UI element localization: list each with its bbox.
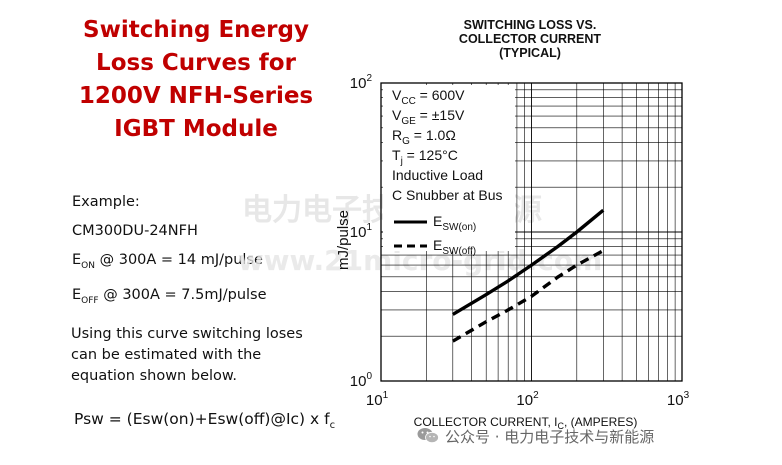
eon-example: EON @ 300A = 14 mJ/pulse (72, 246, 267, 281)
chart-title-line: SWITCHING LOSS VS. (463, 18, 597, 32)
power-equation: Psw = (Esw(on)+Esw(off)@Ic) x fc (74, 410, 335, 431)
legend-label: ESW(on) (433, 213, 476, 233)
y-tick-label: 100 (350, 371, 373, 390)
eoff-symbol: E (72, 286, 82, 303)
condition-text: VGE = ±15V (392, 107, 465, 127)
x-tick-label: 101 (366, 390, 389, 409)
explanation-text: Using this curve switching loses can be … (71, 326, 303, 384)
condition-text: Inductive Load (392, 167, 483, 183)
eoff-example: EOFF @ 300A = 7.5mJ/pulse (72, 281, 267, 316)
chart-title-line: (TYPICAL) (499, 46, 561, 60)
example-part-number: CM300DU-24NFH (72, 223, 198, 239)
x-axis-label: COLLECTOR CURRENT, IC, (AMPERES) (414, 415, 638, 431)
slide-title-line: 1200V NFH-Series (78, 83, 314, 109)
series-line (451, 208, 605, 316)
example-label: Example: (72, 194, 140, 210)
slide-title-line: Loss Curves for (96, 50, 296, 76)
eoff-value: @ 300A = 7.5mJ/pulse (98, 286, 267, 303)
y-tick-label: 101 (350, 222, 373, 241)
condition-text: RG = 1.0Ω (392, 127, 456, 147)
wechat-icon (417, 428, 439, 444)
equation-main: Psw = (Esw(on)+Esw(off)@Ic) x f (74, 410, 330, 428)
slide-title-line: IGBT Module (114, 116, 278, 142)
eon-symbol: E (72, 252, 82, 268)
y-axis-label: mJ/pulse (335, 210, 352, 270)
example-block: Example: CM300DU-24NFH EON @ 300A = 14 m… (72, 188, 267, 316)
slide-title: Switching Energy Loss Curves for 1200V N… (60, 14, 332, 146)
legend-label: ESW(off) (433, 237, 476, 257)
x-tick-label: 103 (667, 390, 690, 409)
equation-subscript: c (329, 420, 336, 432)
condition-text: Tj = 125°C (392, 147, 458, 167)
footer-caption: 公众号 · 电力电子技术与新能源 (418, 426, 654, 447)
chart-title: SWITCHING LOSS VS. COLLECTOR CURRENT (TY… (420, 18, 640, 60)
eoff-subscript: OFF (81, 295, 99, 306)
chart-title-line: COLLECTOR CURRENT (458, 32, 602, 46)
plot-frame (380, 82, 683, 382)
y-tick-label: 102 (350, 73, 373, 92)
eon-value: @ 300A = 14 mJ/pulse (95, 252, 263, 268)
series-line (451, 249, 605, 343)
condition-text: C Snubber at Bus (392, 187, 503, 203)
x-tick-label: 102 (516, 390, 539, 409)
slide-title-line: Switching Energy (83, 17, 309, 43)
eon-subscript: ON (81, 260, 95, 271)
condition-text: VCC = 600V (392, 87, 465, 107)
footer-text: 公众号 · 电力电子技术与新能源 (445, 428, 655, 446)
